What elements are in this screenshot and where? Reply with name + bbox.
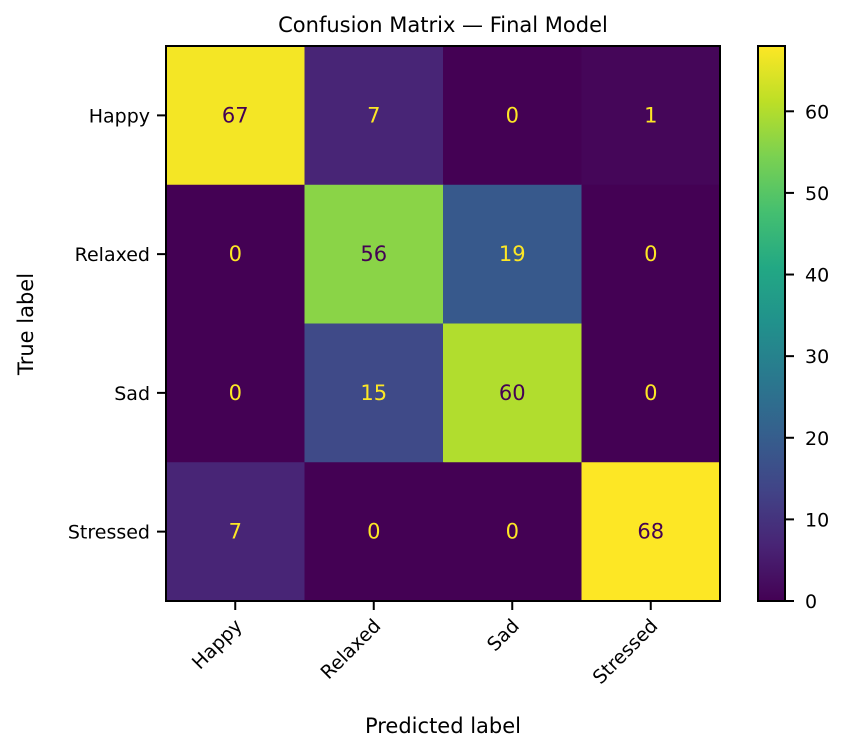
y-axis-label: True label — [14, 273, 38, 376]
colorbar-tick-label: 40 — [805, 265, 829, 287]
heatmap-cell — [166, 184, 305, 324]
cell-value-label: 7 — [367, 103, 380, 127]
heatmap-cell — [443, 323, 582, 463]
colorbar-tick-label: 20 — [805, 428, 829, 450]
chart-title: Confusion Matrix — Final Model — [278, 13, 608, 37]
heatmap-cell — [581, 184, 721, 324]
colorbar-ticks: 0 10 20 30 40 50 60 — [785, 101, 829, 613]
heatmap-cell — [166, 462, 305, 602]
heatmap-cell — [166, 46, 305, 186]
cell-value-label: 15 — [360, 381, 387, 405]
cell-value-label: 0 — [229, 381, 242, 405]
x-tick-label: Sad — [483, 615, 524, 656]
colorbar: 0 10 20 30 40 50 60 — [757, 45, 829, 613]
heatmap-cell — [443, 462, 582, 602]
heatmap-cell — [581, 46, 721, 186]
heatmap-cell — [443, 46, 582, 186]
colorbar-frame — [757, 45, 786, 602]
cell-value-label: 1 — [644, 103, 657, 127]
x-tick-label: Happy — [188, 615, 247, 674]
cell-value-label: 0 — [506, 103, 519, 127]
colorbar-tick-label: 60 — [805, 101, 829, 123]
heatmap-cell — [304, 46, 444, 186]
heatmap-cell — [304, 184, 444, 324]
y-tick-label: Stressed — [68, 522, 150, 544]
cell-value-label: 67 — [222, 103, 249, 127]
colorbar-gradient — [758, 46, 785, 601]
y-tick-label: Relaxed — [75, 244, 150, 266]
heatmap-cell — [304, 323, 444, 463]
x-axis-ticks: Happy Relaxed Sad Stressed — [188, 601, 662, 689]
cell-value-label: 56 — [360, 242, 387, 266]
x-axis-label: Predicted label — [365, 714, 521, 738]
heatmap-cell — [443, 184, 582, 324]
y-axis-ticks: Happy Relaxed Sad Stressed — [68, 105, 166, 544]
heatmap-cell — [581, 323, 721, 463]
colorbar-tick-label: 0 — [805, 591, 817, 613]
cell-value-label: 0 — [644, 381, 657, 405]
x-tick-label: Relaxed — [316, 615, 385, 684]
heatmap-cells: 67 7 0 1 0 56 19 0 0 15 60 0 7 0 0 68 — [166, 46, 721, 602]
y-tick-label: Sad — [114, 383, 150, 405]
colorbar-tick-label: 10 — [805, 509, 829, 531]
heatmap-cell — [304, 462, 444, 602]
heatmap-cell — [581, 462, 721, 602]
cell-value-label: 68 — [637, 520, 664, 544]
colorbar-tick-label: 50 — [805, 183, 829, 205]
colorbar-tick-label: 30 — [805, 346, 829, 368]
cell-value-label: 60 — [499, 381, 526, 405]
heatmap-frame — [165, 45, 721, 602]
cell-value-label: 0 — [644, 242, 657, 266]
cell-value-label: 7 — [229, 520, 242, 544]
x-tick-label: Stressed — [589, 615, 663, 689]
cell-value-label: 0 — [229, 242, 242, 266]
cell-value-label: 19 — [499, 242, 526, 266]
y-tick-label: Happy — [89, 105, 150, 127]
cell-value-label: 0 — [506, 520, 519, 544]
cell-value-label: 0 — [367, 520, 380, 544]
heatmap-cell — [166, 323, 305, 463]
